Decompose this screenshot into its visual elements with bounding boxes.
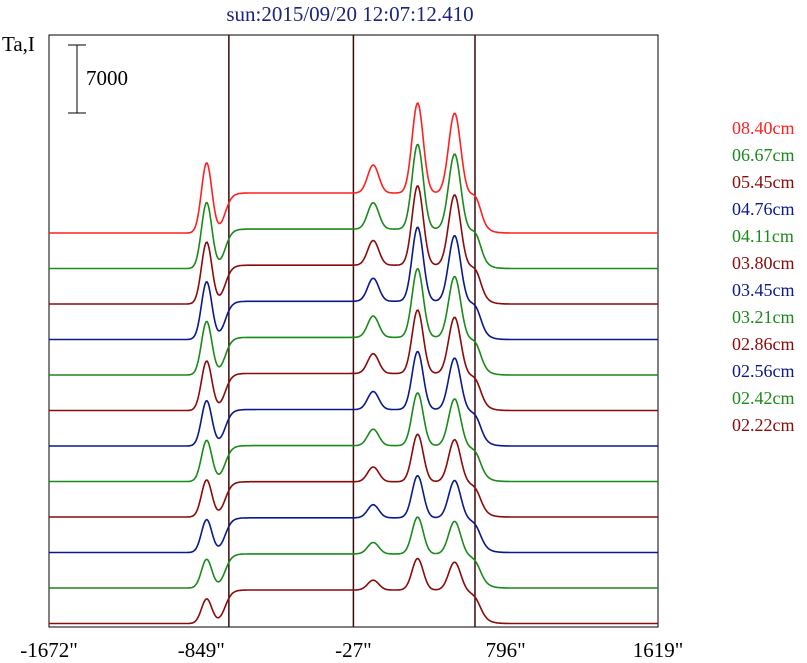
y-axis-label: Ta,I [2,32,35,56]
legend-item: 05.45cm [732,172,795,192]
vertical-markers [228,35,476,627]
legend-item: 03.45cm [732,280,795,300]
spectrum-trace [49,267,658,376]
scale-bar [68,44,86,114]
spectrum-trace [49,557,658,625]
scale-bar-label: 7000 [86,66,128,90]
spectrum-trace [49,143,658,270]
legend-item: 03.21cm [732,307,795,327]
spectra-traces [49,102,658,625]
x-tick-label: 1619" [632,638,684,662]
legend-item: 04.11cm [732,226,794,246]
spectrum-trace [49,226,658,341]
spectrum-trace [49,309,658,412]
spectrum-trace [49,474,658,554]
spectrum-trace [49,392,658,483]
x-tick-label: -849" [177,638,225,662]
chart-title: sun:2015/09/20 12:07:12.410 [226,2,474,26]
spectrum-trace [49,185,658,305]
legend-item: 02.22cm [732,415,795,435]
legend-item: 03.80cm [732,253,795,273]
x-tick-label: -1672" [20,638,78,662]
x-tick-label: 796" [485,638,526,662]
legend-item: 04.76cm [732,199,795,219]
spectrum-trace [49,433,658,518]
spectrum-trace [49,102,658,234]
legend-item: 08.40cm [732,118,795,138]
spectrum-trace [49,350,658,447]
legend-item: 02.56cm [732,361,795,381]
legend-item: 02.86cm [732,334,795,354]
spectrum-trace [49,516,658,589]
legend-item: 02.42cm [732,388,795,408]
legend-item: 06.67cm [732,145,795,165]
x-tick-label: -27" [335,638,372,662]
